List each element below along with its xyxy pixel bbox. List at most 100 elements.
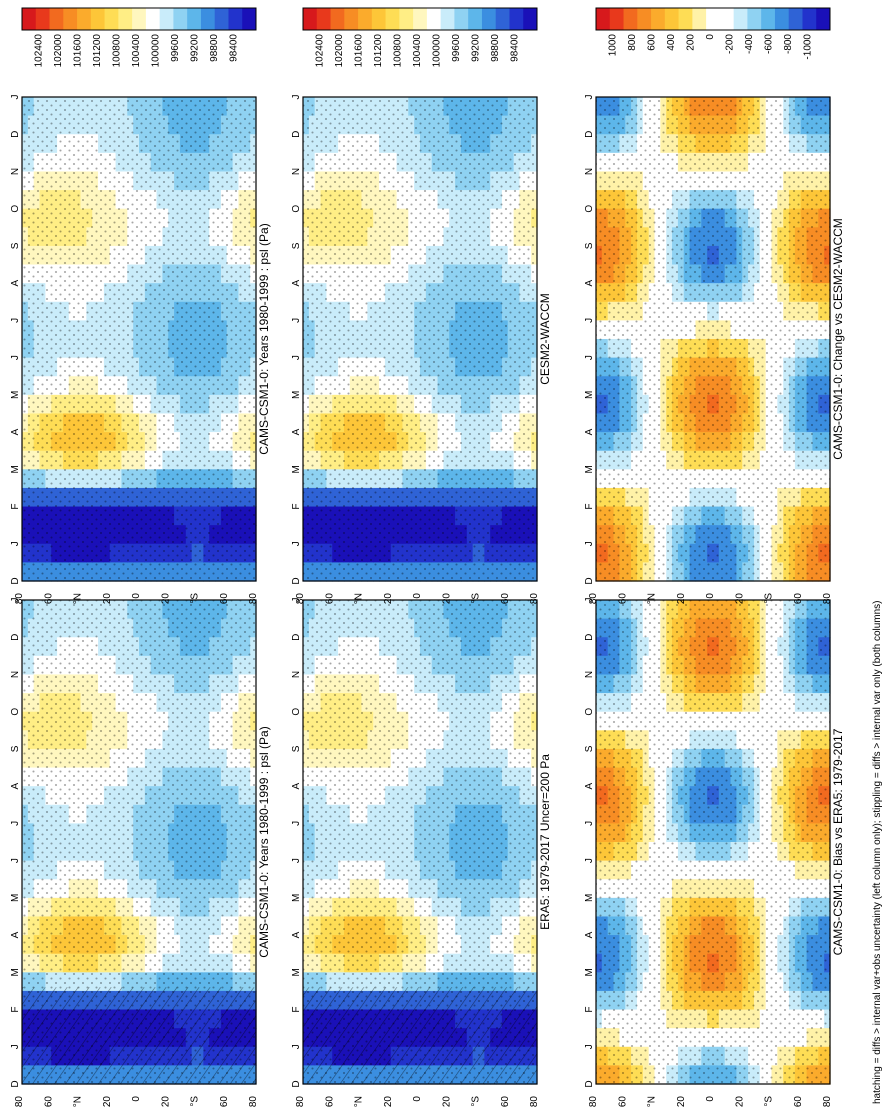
month-tick-label: O	[10, 708, 21, 716]
lat-tick-label: °N	[73, 1096, 84, 1107]
month-tick-label: M	[291, 391, 302, 399]
month-tick-label: O	[10, 205, 21, 213]
panel-title: CAMS-CSM1-0: Years 1980-1999 : psl (Pa)	[257, 223, 271, 454]
month-tick-label: N	[10, 168, 21, 175]
lat-tick-label: 80	[529, 1096, 540, 1108]
lat-tick-label: °N	[354, 1096, 365, 1107]
month-tick-label: D	[291, 1080, 302, 1087]
lat-tick-label: 20	[441, 593, 452, 605]
lat-tick-label: °S	[471, 1096, 482, 1107]
panel-4: CAMS-CSM1-0: Bias vs ERA5: 1979-2017DJFM…	[584, 598, 845, 1108]
lat-tick-label: 20	[102, 1096, 113, 1108]
month-tick-label: M	[291, 894, 302, 902]
month-tick-label: S	[291, 745, 302, 752]
lat-tick-label: °S	[190, 1096, 201, 1107]
panel-frame	[21, 96, 257, 582]
lat-tick-label: 60	[43, 1096, 54, 1108]
month-tick-label: J	[10, 541, 21, 546]
month-tick-label: D	[291, 577, 302, 584]
lat-tick-label: °S	[471, 593, 482, 604]
hatching	[22, 987, 256, 1084]
month-tick-label: D	[10, 131, 21, 138]
month-tick-label: O	[291, 205, 302, 213]
month-tick-label: J	[291, 95, 302, 100]
lat-tick-label: 20	[441, 1096, 452, 1108]
panel-frame	[302, 599, 538, 1085]
panel-title: ERA5: 1979-2017 Uncer=200 Pa	[538, 754, 552, 930]
lat-tick-label: 80	[248, 593, 259, 605]
month-tick-label: A	[10, 428, 21, 435]
lat-tick-label: °N	[354, 593, 365, 604]
hatching	[303, 987, 537, 1084]
month-tick-label: F	[291, 1006, 302, 1012]
panel-0: CAMS-CSM1-0: Years 1980-1999 : psl (Pa) D…	[10, 598, 271, 1108]
month-tick-label: O	[291, 708, 302, 716]
stippling	[22, 97, 256, 581]
month-tick-label: F	[291, 503, 302, 509]
lat-tick-label: 60	[219, 1096, 230, 1108]
lat-tick-label: 80	[295, 1096, 306, 1108]
month-tick-label: S	[10, 745, 21, 752]
lat-tick-label: 60	[500, 593, 511, 605]
panel-frame	[21, 599, 257, 1085]
month-tick-label: J	[10, 1044, 21, 1049]
lat-tick-label: 0	[412, 1096, 423, 1102]
stippling	[303, 97, 537, 581]
lat-tick-label: 0	[131, 1096, 142, 1102]
month-tick-label: M	[10, 968, 21, 976]
month-tick-label: A	[291, 428, 302, 435]
lat-tick-label: 80	[295, 593, 306, 605]
lat-tick-label: 80	[529, 593, 540, 605]
lat-tick-label: 20	[160, 1096, 171, 1108]
panel-frame	[302, 96, 538, 582]
month-tick-label: N	[291, 168, 302, 175]
month-tick-label: A	[10, 782, 21, 789]
lat-tick-label: °N	[73, 593, 84, 604]
month-tick-label: J	[10, 318, 21, 323]
lat-tick-label: 60	[43, 593, 54, 605]
panel-1: CAMS-CSM1-0: Years 1980-1999 : psl (Pa) D…	[10, 95, 271, 605]
month-tick-label: M	[10, 465, 21, 473]
month-tick-label: M	[291, 465, 302, 473]
month-tick-label: S	[10, 242, 21, 249]
month-tick-label: J	[10, 821, 21, 826]
lat-tick-label: 20	[160, 593, 171, 605]
lat-tick-label: 0	[131, 593, 142, 599]
month-tick-label: J	[10, 598, 21, 603]
month-tick-label: D	[10, 634, 21, 641]
month-tick-label: D	[291, 634, 302, 641]
lat-tick-label: 80	[14, 593, 25, 605]
month-tick-label: J	[10, 858, 21, 863]
month-tick-label: J	[291, 821, 302, 826]
month-tick-label: M	[291, 968, 302, 976]
lat-tick-label: 20	[102, 593, 113, 605]
month-tick-label: J	[291, 1044, 302, 1049]
lat-tick-label: 60	[500, 1096, 511, 1108]
panel-title: CAMS-CSM1-0: Years 1980-1999 : psl (Pa)	[257, 726, 271, 957]
month-tick-label: D	[291, 131, 302, 138]
month-tick-label: J	[291, 858, 302, 863]
month-tick-label: F	[10, 1006, 21, 1012]
month-tick-label: J	[291, 598, 302, 603]
month-tick-label: N	[10, 671, 21, 678]
month-tick-label: A	[291, 279, 302, 286]
month-tick-label: A	[291, 782, 302, 789]
month-tick-label: S	[291, 242, 302, 249]
month-tick-label: J	[291, 355, 302, 360]
month-tick-label: J	[291, 541, 302, 546]
month-tick-label: D	[10, 1080, 21, 1087]
panel-title: CESM2-WACCM	[538, 293, 552, 385]
lat-tick-label: 20	[383, 1096, 394, 1108]
month-tick-label: J	[10, 355, 21, 360]
month-tick-label: D	[10, 577, 21, 584]
month-tick-label: N	[291, 671, 302, 678]
lat-tick-label: °S	[190, 593, 201, 604]
month-tick-label: A	[10, 931, 21, 938]
lat-tick-label: 60	[219, 593, 230, 605]
lat-tick-label: 60	[324, 593, 335, 605]
month-tick-label: M	[10, 391, 21, 399]
month-tick-label: F	[10, 503, 21, 509]
panel-2: ERA5: 1979-2017 Uncer=200 PaDJFMAMJJASON…	[291, 598, 552, 1108]
month-tick-label: J	[10, 95, 21, 100]
